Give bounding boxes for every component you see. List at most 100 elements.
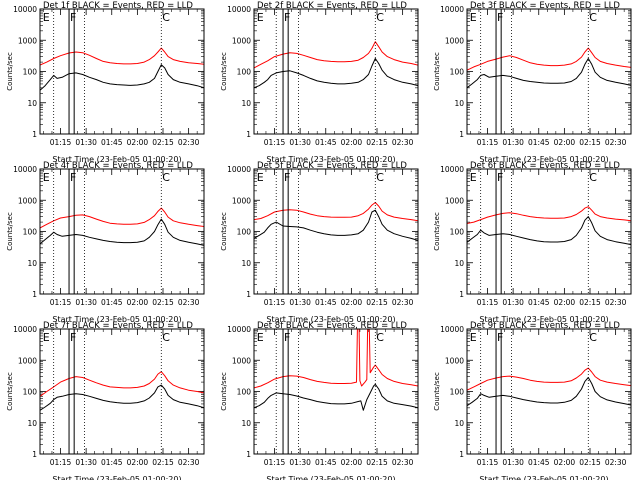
marker-label: F [70, 171, 76, 184]
y-tick-label: 1 [459, 290, 464, 299]
y-tick-label: 10000 [13, 325, 37, 334]
marker-label: F [497, 331, 503, 344]
x-tick-label: 02:15 [579, 458, 601, 467]
x-tick-label: 01:15 [50, 298, 72, 307]
x-tick-label: 01:15 [477, 458, 499, 467]
plot-frame [39, 168, 205, 295]
x-tick-label: 02:00 [341, 298, 363, 307]
x-tick-label: 02:15 [579, 138, 601, 147]
y-tick-label: 1 [459, 130, 464, 139]
y-tick-label: 1000 [232, 356, 251, 365]
series-line-lld [254, 41, 418, 69]
chart-panel-6: Det 6f BLACK = Events, RED = LLD Start Ti… [433, 161, 632, 324]
x-tick-label: 01:45 [101, 458, 123, 467]
series-line-lld [467, 367, 631, 391]
series-line-events [467, 58, 631, 89]
y-tick-label: 100 [450, 228, 465, 237]
y-axis-label: Counts/sec [433, 52, 441, 91]
chart-panel-9: Det 9f BLACK = Events, RED = LLD Start Ti… [433, 321, 632, 480]
y-tick-label: 1000 [18, 36, 37, 45]
x-tick-label: 01:45 [528, 138, 550, 147]
chart-title: Det 9f BLACK = Events, RED = LLD [470, 321, 620, 331]
x-tick-label: 01:15 [50, 138, 72, 147]
x-tick-label: 02:15 [366, 458, 388, 467]
plot-frame [39, 8, 205, 135]
x-axis-label: Start Time (23-Feb-05 01:00:20) [52, 155, 181, 164]
plot-frame [253, 8, 419, 135]
x-axis-label: Start Time (23-Feb-05 01:00:20) [479, 155, 608, 164]
y-tick-label: 1000 [445, 196, 464, 205]
x-tick-label: 01:30 [289, 298, 311, 307]
y-axis-label: Counts/sec [6, 372, 14, 411]
y-axis-label: Counts/sec [220, 52, 228, 91]
x-tick-label: 02:30 [605, 458, 627, 467]
x-axis-label: Start Time (23-Feb-05 01:00:20) [52, 475, 181, 480]
plot-frame [39, 328, 205, 455]
x-tick-label: 01:45 [315, 298, 337, 307]
y-tick-label: 10 [454, 259, 464, 268]
x-tick-label: 01:30 [75, 298, 97, 307]
marker-label: C [376, 331, 384, 344]
x-tick-label: 01:30 [289, 458, 311, 467]
chart-panel-1: Det 1f BLACK = Events, RED = LLD Start Ti… [6, 1, 205, 164]
marker-label: F [497, 171, 503, 184]
x-tick-label: 02:00 [554, 458, 576, 467]
x-tick-label: 01:45 [528, 458, 550, 467]
y-tick-label: 1 [32, 290, 37, 299]
x-tick-label: 02:00 [554, 298, 576, 307]
y-tick-label: 10 [241, 419, 251, 428]
y-tick-label: 10000 [227, 165, 251, 174]
marker-label: C [376, 171, 384, 184]
plot-frame [466, 328, 632, 455]
y-tick-label: 10 [454, 99, 464, 108]
series-line-lld [40, 371, 204, 397]
y-tick-label: 100 [237, 388, 252, 397]
marker-label: F [284, 171, 290, 184]
y-axis-label: Counts/sec [220, 212, 228, 251]
x-tick-label: 02:30 [605, 298, 627, 307]
chart-panel-2: Det 2f BLACK = Events, RED = LLD Start Ti… [220, 1, 419, 164]
y-tick-label: 100 [237, 228, 252, 237]
x-tick-label: 02:15 [152, 458, 174, 467]
x-tick-label: 02:15 [579, 298, 601, 307]
y-tick-label: 1000 [445, 36, 464, 45]
y-axis-label: Counts/sec [6, 52, 14, 91]
series-line-events [467, 216, 631, 246]
chart-panel-3: Det 3f BLACK = Events, RED = LLD Start Ti… [433, 1, 632, 164]
marker-label: E [43, 171, 50, 184]
series-line-events [40, 384, 204, 411]
chart-panel-7: Det 7f BLACK = Events, RED = LLD Start Ti… [6, 321, 205, 480]
marker-label: F [284, 331, 290, 344]
x-axis-label: Start Time (23-Feb-05 01:00:20) [52, 315, 181, 324]
x-tick-label: 02:15 [366, 138, 388, 147]
x-tick-label: 02:30 [392, 298, 414, 307]
marker-label: F [497, 11, 503, 24]
x-tick-label: 01:30 [289, 138, 311, 147]
x-tick-label: 01:15 [264, 458, 286, 467]
marker-label: E [257, 11, 264, 24]
x-axis-label: Start Time (23-Feb-05 01:00:20) [266, 155, 395, 164]
y-tick-label: 10 [27, 259, 37, 268]
x-tick-label: 02:30 [178, 458, 200, 467]
x-axis-label: Start Time (23-Feb-05 01:00:20) [479, 315, 608, 324]
y-tick-label: 100 [450, 388, 465, 397]
chart-title: Det 3f BLACK = Events, RED = LLD [470, 1, 620, 11]
series-line-events [467, 377, 631, 407]
y-tick-label: 10000 [227, 5, 251, 14]
y-tick-label: 1000 [445, 356, 464, 365]
x-tick-label: 02:30 [605, 138, 627, 147]
marker-label: E [470, 331, 477, 344]
x-tick-label: 02:15 [152, 138, 174, 147]
x-tick-label: 02:30 [392, 138, 414, 147]
x-tick-label: 01:15 [264, 298, 286, 307]
marker-label: C [589, 11, 597, 24]
chart-panel-4: Det 4f BLACK = Events, RED = LLD Start Ti… [6, 161, 205, 324]
y-tick-label: 10000 [440, 325, 464, 334]
series-line-events [40, 218, 204, 246]
chart-title: Det 7f BLACK = Events, RED = LLD [43, 321, 193, 331]
y-tick-label: 10000 [13, 5, 37, 14]
marker-label: F [284, 11, 290, 24]
x-tick-label: 01:15 [477, 138, 499, 147]
chart-title: Det 5f BLACK = Events, RED = LLD [257, 161, 407, 171]
